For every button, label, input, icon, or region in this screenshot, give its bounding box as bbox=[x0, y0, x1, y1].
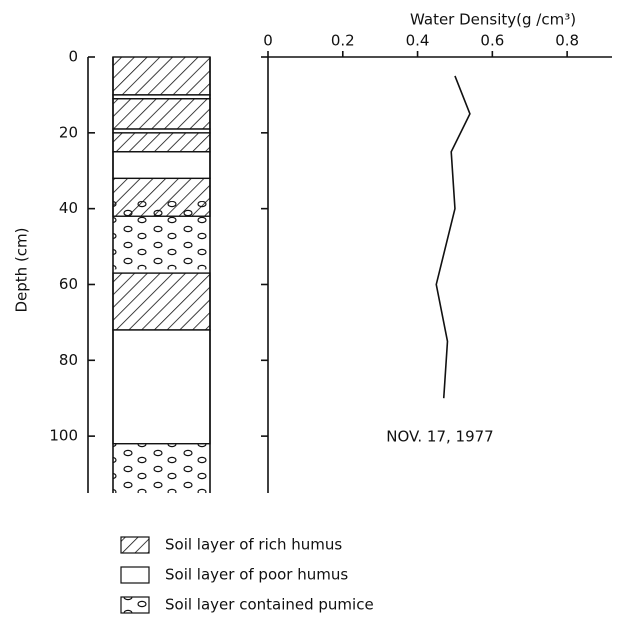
annotation: NOV. 17, 1977 bbox=[386, 428, 493, 446]
x-tick-label: 0 bbox=[263, 32, 273, 50]
legend-swatch bbox=[121, 537, 149, 553]
x-axis-label: Water Density(g /cm³) bbox=[410, 11, 576, 29]
x-tick-label: 0.4 bbox=[406, 32, 430, 50]
x-tick-label: 0.2 bbox=[331, 32, 355, 50]
chart: Depth (cm) Water Density(g /cm³) NOV. 17… bbox=[0, 0, 637, 631]
soil-layer bbox=[113, 152, 210, 179]
legend-swatch bbox=[121, 597, 149, 613]
y-tick-label: 60 bbox=[59, 275, 78, 293]
legend-swatch bbox=[121, 567, 149, 583]
legend-label: Soil layer of rich humus bbox=[165, 536, 342, 554]
data-line bbox=[436, 76, 470, 398]
soil-layer bbox=[113, 273, 210, 330]
soil-layer bbox=[113, 57, 210, 95]
y-axis-label: Depth (cm) bbox=[13, 227, 31, 312]
y-tick-label: 40 bbox=[59, 199, 78, 217]
soil-layer bbox=[113, 129, 210, 133]
legend-label: Soil layer of poor humus bbox=[165, 566, 348, 584]
legend-label: Soil layer contained pumice bbox=[165, 596, 374, 614]
y-tick-label: 20 bbox=[59, 123, 78, 141]
soil-layer bbox=[113, 95, 210, 99]
soil-layer bbox=[113, 330, 210, 444]
soil-layer bbox=[113, 444, 210, 493]
x-tick-label: 0.8 bbox=[555, 32, 579, 50]
soil-layer bbox=[113, 201, 210, 216]
y-tick-label: 100 bbox=[49, 427, 78, 445]
soil-layer bbox=[113, 216, 210, 269]
y-tick-label: 0 bbox=[68, 48, 78, 66]
y-tick-label: 80 bbox=[59, 351, 78, 369]
soil-layer bbox=[113, 133, 210, 152]
soil-layer bbox=[113, 99, 210, 129]
x-tick-label: 0.6 bbox=[480, 32, 504, 50]
